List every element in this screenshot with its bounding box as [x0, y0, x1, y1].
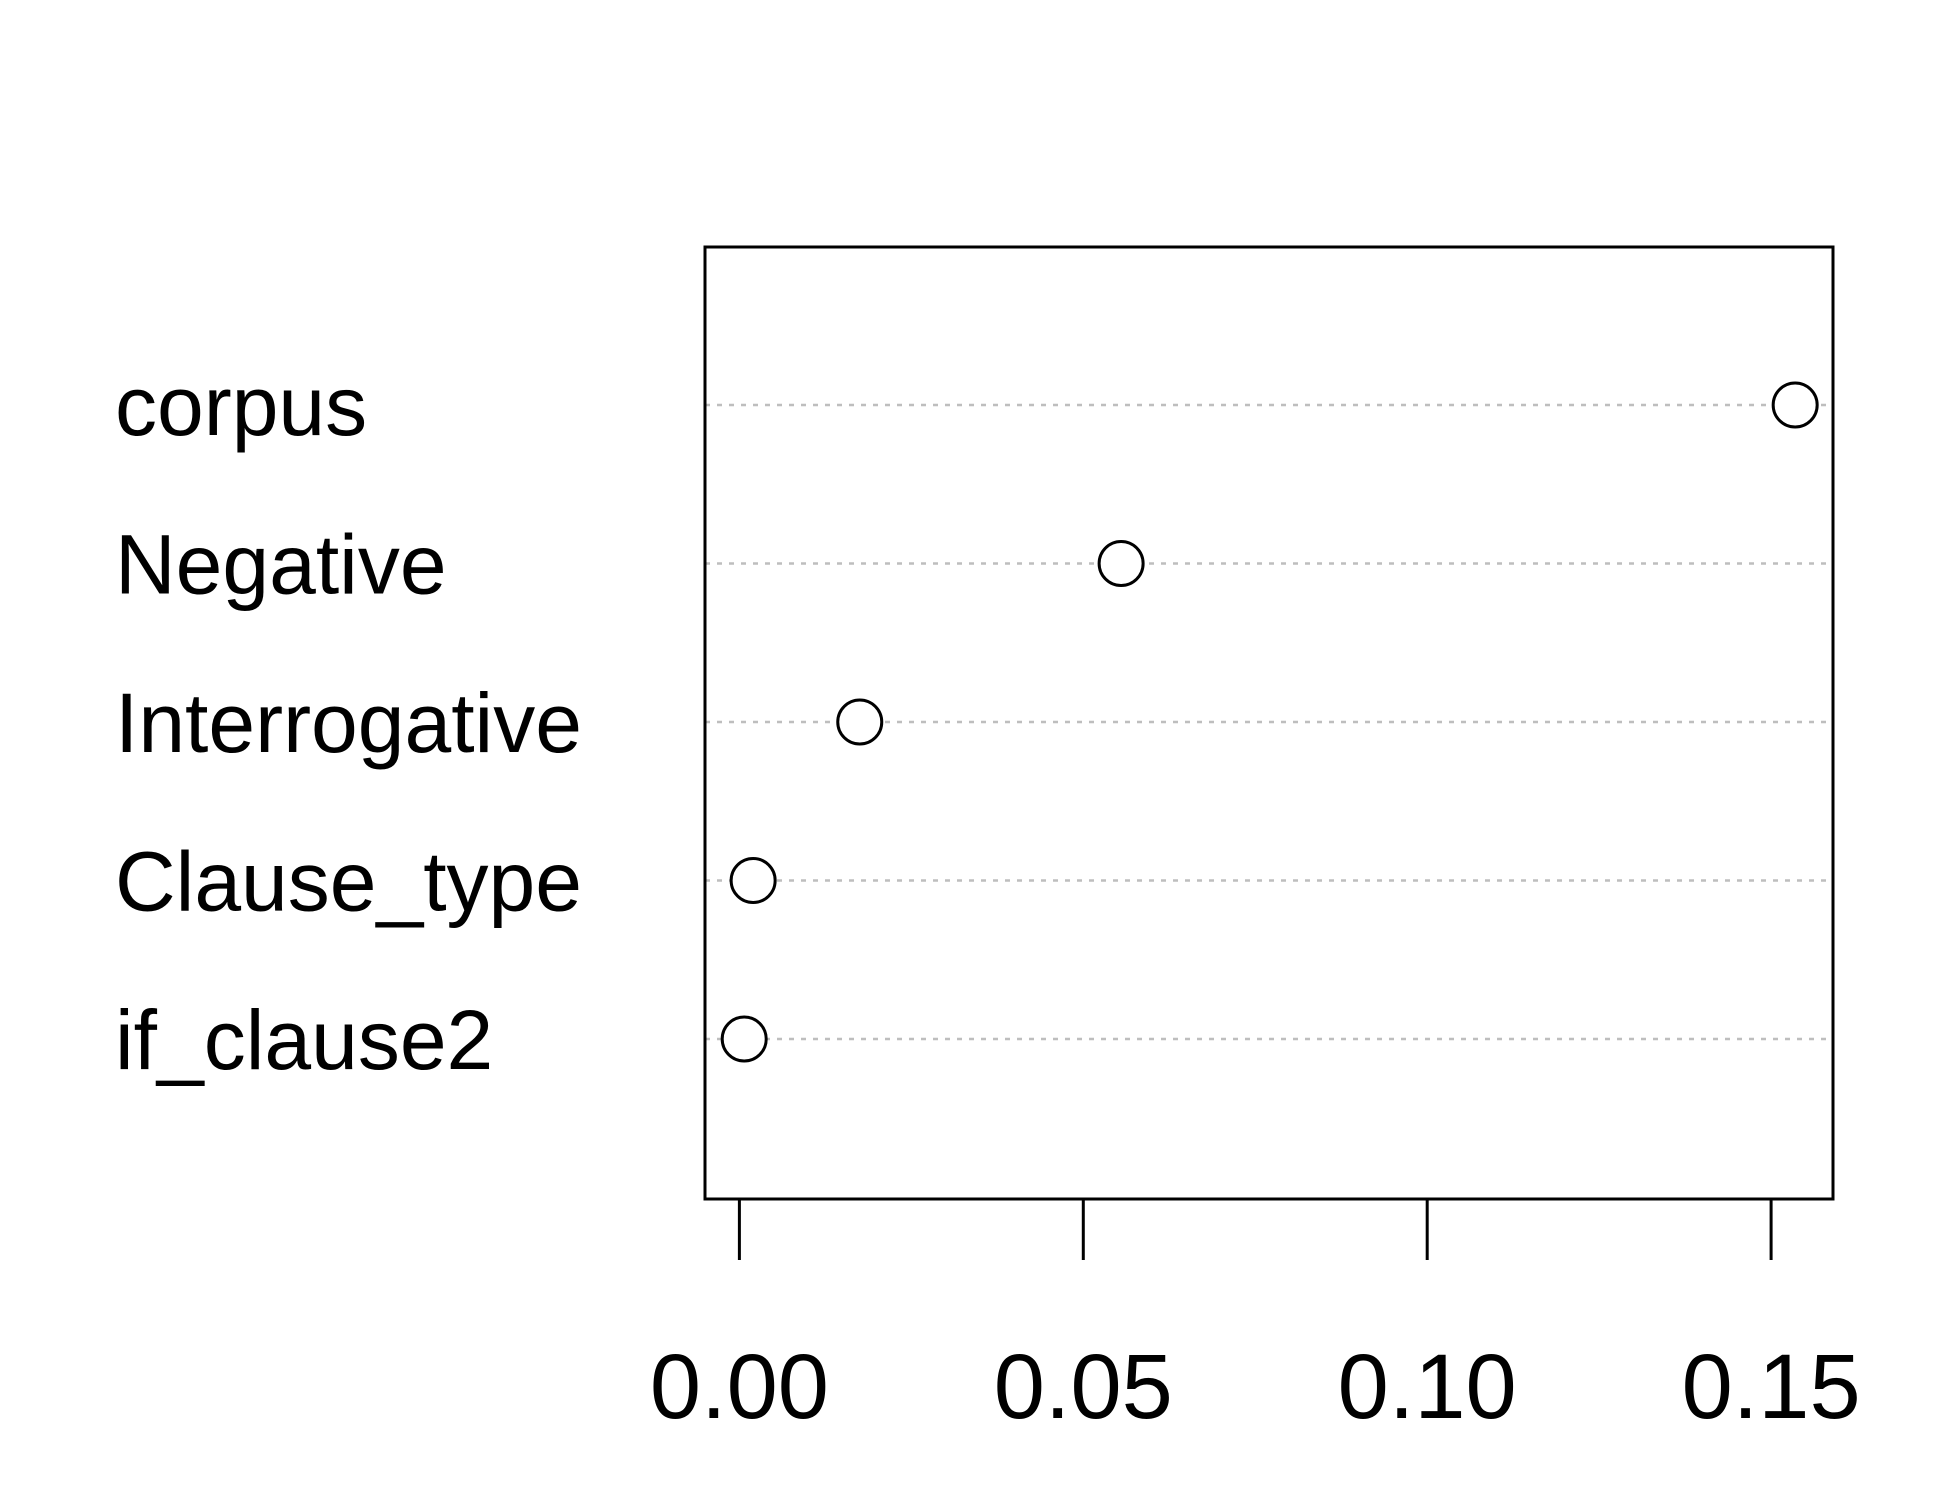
- x-tick-label: 0.05: [994, 1336, 1173, 1438]
- category-labels: corpus Negative Interrogative Clause_typeif…: [115, 359, 582, 1087]
- x-tick-label: 0.15: [1682, 1336, 1861, 1438]
- x-axis: 0.00 0.05 0.10 0.15: [650, 1200, 1861, 1438]
- data-points: [720, 381, 1819, 1063]
- gridlines: [705, 403, 1833, 1041]
- x-tick-label: 0.00: [650, 1336, 829, 1438]
- plot-frame: [703, 245, 1835, 1201]
- data-point: [1097, 540, 1145, 587]
- data-point: [720, 1015, 768, 1063]
- data-point: [836, 698, 884, 746]
- category-label: Interrogative: [115, 676, 582, 770]
- x-tick-label: 0.10: [1338, 1336, 1517, 1438]
- data-point: [1771, 381, 1819, 429]
- category-label: if_clause2: [115, 993, 493, 1087]
- data-point: [729, 857, 777, 904]
- category-label: Negative: [115, 518, 447, 612]
- category-label: corpus: [115, 359, 367, 453]
- category-label: Clause_type: [115, 835, 582, 929]
